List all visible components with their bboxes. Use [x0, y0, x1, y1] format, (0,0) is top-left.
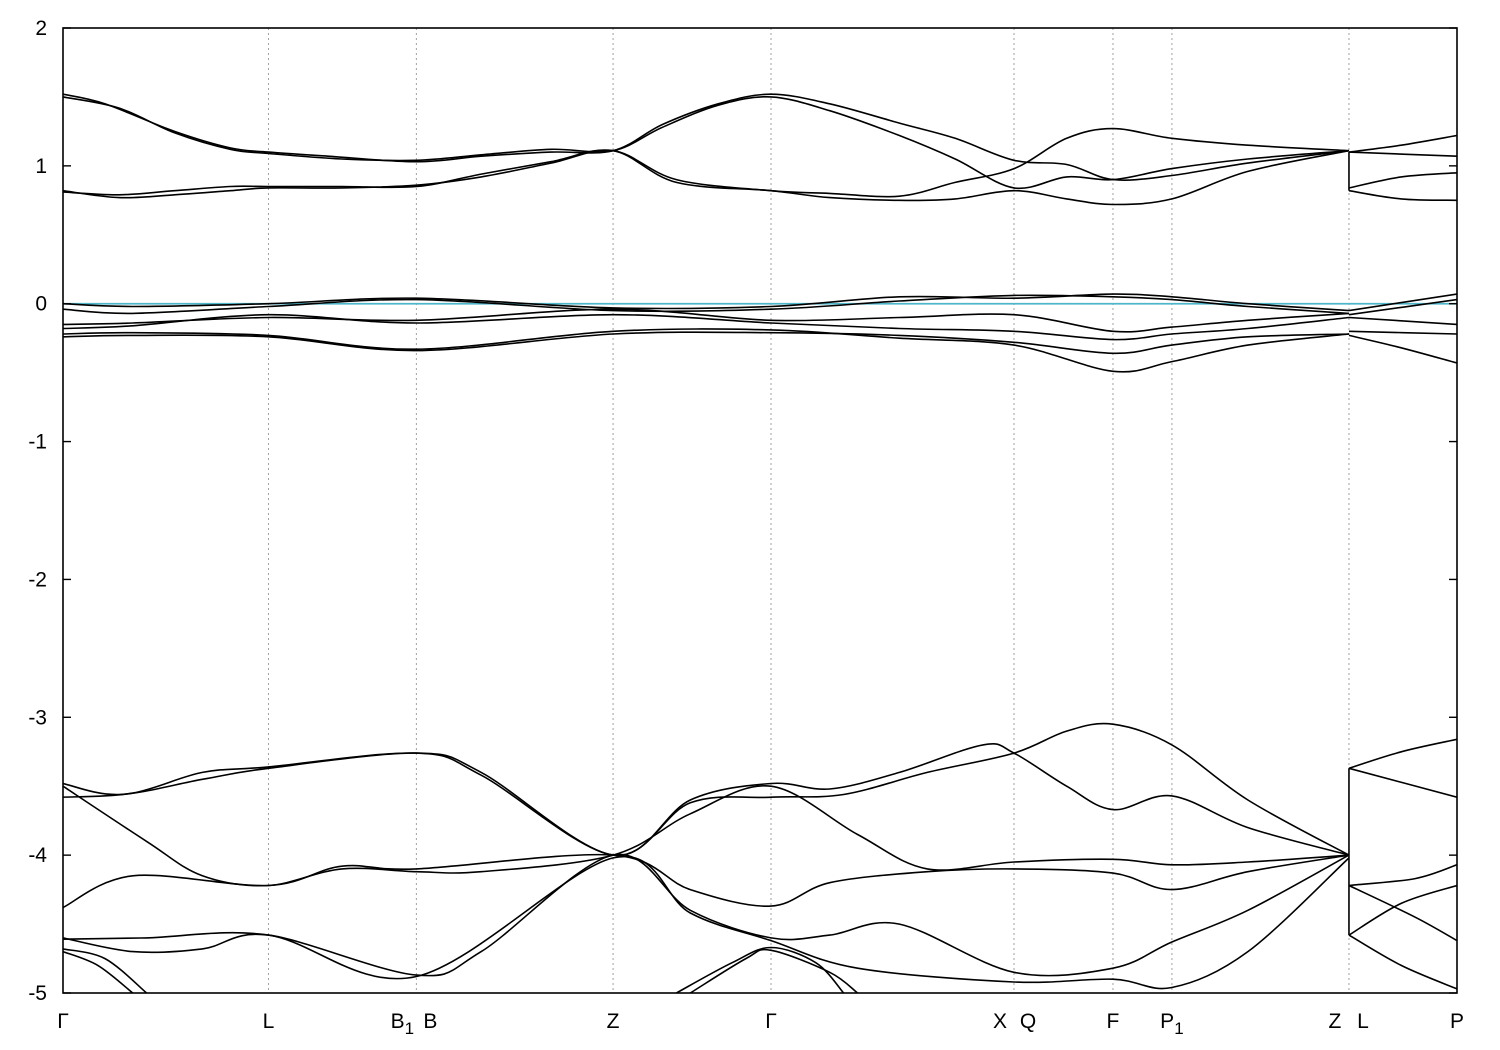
- band-line: [1348, 334, 1457, 364]
- band-line: [1348, 330, 1457, 335]
- x-tick-label: L: [1357, 1010, 1369, 1033]
- x-tick-label: Γ: [57, 1010, 69, 1033]
- band-line: [63, 853, 1350, 977]
- band-line: [1348, 884, 1457, 942]
- band-line: [63, 855, 1350, 990]
- y-tick-label: 0: [35, 293, 47, 316]
- band-line: [1348, 316, 1457, 326]
- band-line: [1348, 884, 1457, 936]
- band-line: [63, 149, 1350, 206]
- y-axis: -5 -4 -3 -2 -1 0 1 2: [28, 17, 1457, 1005]
- x-tick-label: L: [263, 1010, 275, 1033]
- x-tick-label: X: [993, 1010, 1007, 1033]
- x-tick-label: P1: [1160, 1010, 1183, 1038]
- band-line: [63, 313, 1350, 341]
- band-line: [63, 331, 1350, 355]
- band-line: [63, 948, 148, 993]
- band-line: [689, 948, 859, 993]
- band-line: [1348, 189, 1457, 202]
- band-line: [63, 308, 1350, 333]
- band-line: [1348, 134, 1457, 153]
- plot-frame: [62, 27, 1458, 994]
- band-line: [63, 328, 1350, 373]
- y-tick-label: -5: [28, 982, 47, 1005]
- y-tick-label: -4: [28, 844, 47, 867]
- y-tick-label: 1: [35, 155, 47, 178]
- x-tick-label: P: [1450, 1010, 1464, 1033]
- band-line: [63, 722, 1350, 856]
- band-series: [63, 93, 1457, 993]
- band-line: [63, 93, 1350, 181]
- x-tick-label: Q: [1020, 1010, 1036, 1033]
- x-tick-label: Z: [607, 1010, 620, 1033]
- band-line: [1348, 298, 1457, 316]
- band-line: [63, 127, 1350, 199]
- y-tick-label: -2: [28, 568, 47, 591]
- band-line: [63, 785, 1350, 887]
- x-tick-label: F: [1107, 1010, 1120, 1033]
- x-tick-label: Γ: [765, 1010, 777, 1033]
- y-tick-label: -3: [28, 706, 47, 729]
- band-line: [1348, 767, 1457, 798]
- band-line: [1348, 738, 1457, 770]
- x-axis: Γ PL B1 B Z Γ X Q F P1 Z L: [57, 1010, 1464, 1038]
- band-line: [63, 294, 1350, 315]
- band-line: [63, 853, 1350, 909]
- x-tick-label: Z: [1329, 1010, 1342, 1033]
- band-line: [1348, 172, 1457, 189]
- y-tick-label: 2: [35, 17, 47, 40]
- band-line: [63, 95, 1350, 190]
- band-line: [63, 743, 1350, 856]
- band-line: [1348, 934, 1457, 990]
- x-tick-label: B1: [391, 1010, 414, 1038]
- band-line: [63, 950, 134, 993]
- y-tick-label: -1: [28, 431, 47, 454]
- band-line: [1348, 151, 1457, 157]
- x-tick-label: B: [423, 1010, 437, 1033]
- band-line: [1348, 864, 1457, 887]
- band-line: [1348, 293, 1457, 312]
- band-line: [63, 293, 1350, 312]
